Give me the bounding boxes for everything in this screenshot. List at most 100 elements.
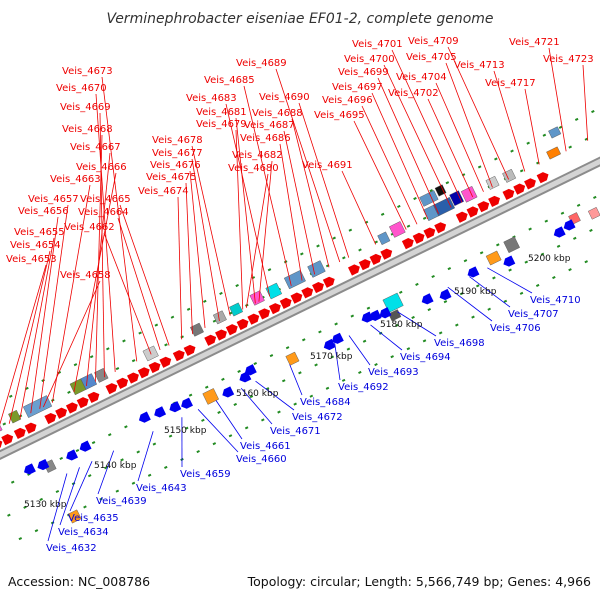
forward-gene-arrow [137, 367, 150, 379]
forward-gene-arrow [44, 412, 57, 425]
track-tick-2 [415, 282, 419, 286]
gene-label-forward: Veis_4657 [28, 194, 79, 205]
track-tick-2 [576, 203, 581, 207]
gene-label-forward: Veis_4701 [352, 39, 403, 50]
leader-line-forward [189, 170, 206, 329]
forward-gene-arrow [24, 422, 37, 434]
track-tick-0 [122, 339, 126, 343]
track-tick-2 [334, 322, 338, 326]
track-tick-4 [293, 402, 297, 406]
track-tick-4 [503, 299, 508, 303]
leader-line-forward [0, 264, 47, 426]
forward-gene-arrow [488, 195, 500, 208]
track-tick-2 [398, 290, 403, 294]
track-tick-1 [358, 248, 362, 252]
track-tick-0 [73, 363, 78, 367]
track-tick-0 [267, 268, 272, 272]
forward-gene-arrow [215, 329, 227, 341]
leader-line-reverse [255, 380, 295, 411]
leader-line-forward [51, 184, 91, 403]
track-tick-0 [542, 133, 547, 137]
leader-line-forward [103, 232, 152, 355]
track-tick-1 [131, 359, 136, 363]
forward-gene-arrow [268, 303, 281, 315]
track-tick-0 [429, 189, 433, 193]
reverse-gene-arrow [79, 440, 92, 452]
reverse-gene-arrow [222, 386, 235, 398]
gene-label-reverse: Veis_4693 [368, 367, 419, 378]
leader-line-forward [427, 98, 474, 198]
reverse-gene-arrow [154, 406, 167, 418]
reverse-gene-arrow [563, 219, 576, 231]
leader-line-reverse [469, 276, 511, 308]
gene-label-forward: Veis_4663 [50, 174, 101, 185]
track-tick-1 [342, 256, 346, 260]
forward-gene-arrow [434, 222, 447, 234]
feature-block [94, 367, 109, 383]
gene-label-forward: Veis_4702 [388, 88, 439, 99]
gene-label-forward: Veis_4674 [138, 186, 189, 197]
leader-line-forward [101, 76, 138, 362]
leader-line-forward [353, 120, 407, 230]
track-tick-4 [212, 442, 217, 446]
leader-line-forward [447, 46, 510, 180]
track-tick-3 [475, 284, 480, 288]
gene-label-forward: Veis_4665 [80, 194, 131, 205]
leader-line-reverse [397, 311, 437, 337]
gene-label-reverse: Veis_4671 [270, 426, 321, 437]
track-tick-4 [115, 489, 120, 493]
forward-gene-arrow [524, 178, 536, 190]
gene-label-forward: Veis_4709 [408, 36, 459, 47]
track-tick-3 [411, 315, 415, 320]
gene-label-forward: Veis_4681 [196, 107, 247, 118]
track-tick-1 [422, 216, 427, 220]
leader-line-reverse [197, 409, 239, 453]
track-tick-3 [152, 442, 157, 446]
track-tick-0 [300, 252, 304, 256]
gene-label-reverse: Veis_4698 [434, 338, 485, 349]
gene-label-forward: Veis_4697 [332, 82, 383, 93]
gene-label-forward: Veis_4704 [396, 72, 447, 83]
forward-gene-arrow [204, 334, 217, 346]
forward-gene-arrow [423, 227, 436, 239]
track-tick-3 [281, 379, 286, 383]
feature-block [485, 250, 502, 266]
forward-gene-arrow [1, 434, 14, 446]
scale-label: 5200 kbp [528, 254, 571, 264]
track-tick-3 [104, 466, 108, 470]
gene-label-forward: Veis_4700 [344, 54, 395, 65]
gene-label-forward: Veis_4691 [302, 160, 353, 171]
gene-label-forward: Veis_4686 [240, 133, 291, 144]
forward-gene-arrow [105, 383, 118, 395]
forward-gene-arrow [279, 297, 292, 309]
track-tick-4 [325, 386, 330, 390]
forward-gene-arrow [536, 172, 549, 184]
track-tick-4 [519, 291, 524, 295]
gene-label-forward: Veis_4678 [152, 135, 203, 146]
track-tick-2 [10, 480, 15, 484]
gene-label-reverse: Veis_4707 [508, 309, 559, 320]
feature-block [249, 290, 265, 306]
track-tick-4 [552, 275, 556, 280]
leader-line-reverse [348, 335, 371, 366]
track-tick-0 [526, 141, 530, 145]
leader-line-reverse [487, 267, 533, 294]
gene-label-forward: Veis_4676 [150, 160, 201, 171]
gene-label-forward: Veis_4682 [232, 150, 283, 161]
reverse-gene-arrow [421, 293, 434, 305]
track-tick-4 [535, 283, 540, 288]
track-tick-3 [346, 347, 351, 351]
feature-block [434, 184, 447, 197]
forward-gene-arrow [148, 361, 161, 374]
gene-label-reverse: Veis_4672 [292, 412, 343, 423]
track-tick-2 [463, 259, 468, 263]
track-tick-2 [479, 251, 484, 255]
leader-line-forward [548, 47, 567, 152]
track-tick-4 [406, 347, 411, 351]
forward-gene-arrow [301, 287, 314, 299]
track-tick-2 [269, 354, 274, 358]
track-tick-4 [374, 362, 378, 367]
leader-line-forward [275, 68, 341, 263]
leader-line-reverse [215, 400, 243, 440]
